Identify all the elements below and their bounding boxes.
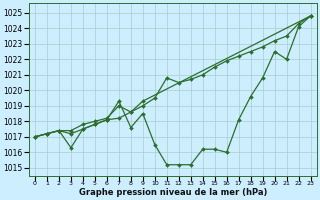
X-axis label: Graphe pression niveau de la mer (hPa): Graphe pression niveau de la mer (hPa) — [79, 188, 267, 197]
